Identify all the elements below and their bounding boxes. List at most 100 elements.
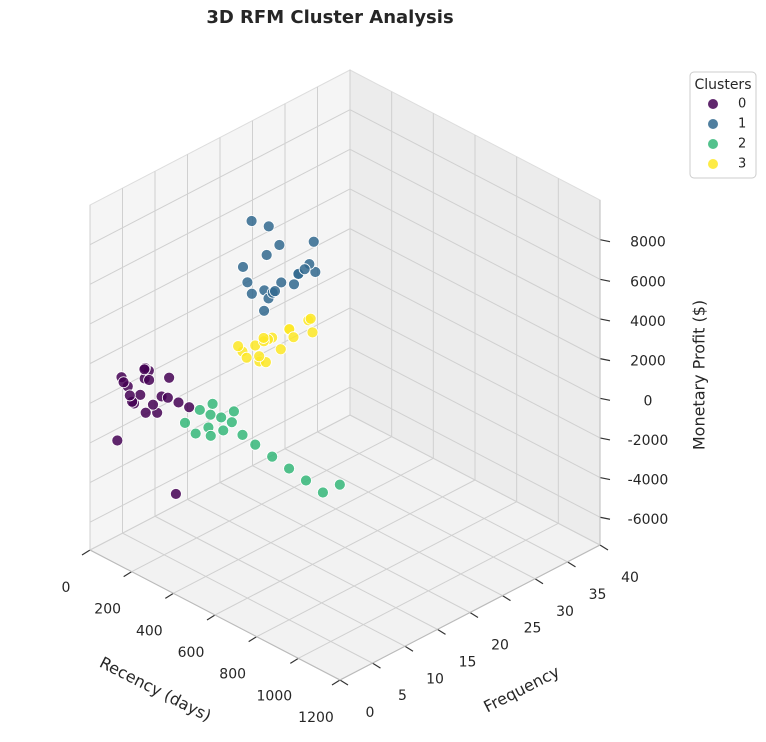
y-tick-label: 5	[398, 688, 407, 704]
axis-line	[89, 549, 341, 681]
data-point	[143, 374, 155, 386]
y-tick-label: 30	[556, 604, 574, 620]
data-point	[269, 285, 281, 297]
tick-mark	[599, 318, 611, 322]
y-axis-label: Frequency	[480, 662, 562, 716]
grid-line	[349, 347, 601, 479]
data-point	[273, 239, 286, 251]
data-point	[170, 488, 182, 500]
data-point	[262, 220, 275, 233]
data-point	[225, 416, 238, 429]
tick-mark	[339, 679, 349, 686]
grid-line	[349, 414, 601, 546]
tick-mark	[534, 578, 544, 585]
tick-mark	[331, 679, 341, 686]
axis-line	[339, 544, 601, 681]
data-point	[333, 478, 346, 491]
data-point	[147, 398, 159, 411]
grid-line	[89, 307, 351, 444]
data-point	[193, 404, 206, 416]
x-tick-label: 600	[178, 645, 205, 661]
tick-mark	[599, 437, 611, 441]
x-tick-label: 400	[136, 623, 163, 639]
legend-label: 3	[738, 157, 746, 172]
y-tick-label: 10	[426, 671, 444, 687]
x-tick-label: 0	[62, 580, 71, 596]
data-point	[139, 406, 152, 419]
data-point	[298, 263, 311, 276]
y-tick-label: 40	[621, 570, 639, 586]
data-point	[283, 462, 295, 475]
tick-mark	[599, 516, 611, 520]
z-tick-label: -2000	[628, 433, 669, 449]
legend-marker	[708, 119, 718, 129]
data-point	[300, 474, 312, 487]
data-point	[172, 396, 185, 409]
legend-label: 1	[738, 117, 746, 132]
data-point	[123, 389, 136, 402]
data-point	[257, 332, 270, 344]
tick-mark	[165, 592, 174, 599]
tick-mark	[599, 239, 611, 243]
grid-line	[89, 386, 351, 523]
grid-line	[187, 498, 438, 630]
data-point	[117, 376, 130, 389]
tick-mark	[81, 549, 91, 556]
data-point	[161, 391, 174, 404]
y-tick-label: 15	[459, 654, 477, 670]
grid-line	[349, 148, 601, 280]
x-tick-label: 1200	[298, 710, 334, 726]
data-point	[237, 261, 249, 273]
data-point	[287, 331, 300, 344]
z-tick-label: -6000	[628, 512, 669, 528]
data-point	[163, 371, 176, 384]
tick-mark	[599, 544, 609, 551]
grid-line	[349, 307, 601, 439]
grid-line	[122, 532, 373, 664]
data-point	[111, 434, 124, 447]
grid-line	[349, 386, 601, 518]
grid-line	[89, 228, 351, 365]
grid-line	[349, 228, 601, 360]
tick-mark	[599, 397, 611, 401]
z-tick-label: -4000	[628, 473, 669, 489]
grid-line	[349, 267, 601, 399]
tick-mark	[248, 636, 257, 643]
data-point	[241, 276, 254, 289]
data-point	[215, 411, 228, 424]
data-point	[275, 276, 288, 289]
data-point	[228, 405, 240, 418]
data-point	[232, 340, 244, 353]
x-tick-label: 1000	[257, 688, 293, 704]
tick-mark	[123, 571, 132, 578]
data-point	[240, 351, 253, 364]
y-tick-label: 25	[524, 621, 542, 637]
grid-line	[317, 431, 568, 563]
y-tick-label: 20	[491, 638, 509, 654]
data-point	[217, 424, 230, 437]
legend-box	[689, 71, 757, 179]
grid-line	[219, 482, 471, 613]
legend-marker	[708, 139, 718, 149]
z-tick-label: 8000	[630, 235, 666, 251]
grid-line	[284, 448, 536, 580]
grid-line	[349, 109, 601, 241]
tick-mark	[599, 476, 611, 481]
grid-line	[89, 148, 351, 285]
data-point	[138, 363, 151, 376]
y-tick-label: 35	[589, 587, 607, 603]
grid-line	[89, 188, 351, 325]
chart-title: 3D RFM Cluster Analysis	[206, 7, 453, 28]
tick-mark	[437, 628, 446, 635]
data-point	[288, 278, 300, 291]
data-point	[304, 312, 317, 325]
grid-line	[89, 267, 351, 404]
grid-line	[154, 515, 406, 647]
z-tick-label: 6000	[630, 274, 666, 290]
x-tick-label: 200	[94, 602, 121, 618]
z-tick-label: 0	[644, 393, 653, 409]
data-point	[236, 428, 249, 441]
tick-mark	[502, 595, 511, 602]
